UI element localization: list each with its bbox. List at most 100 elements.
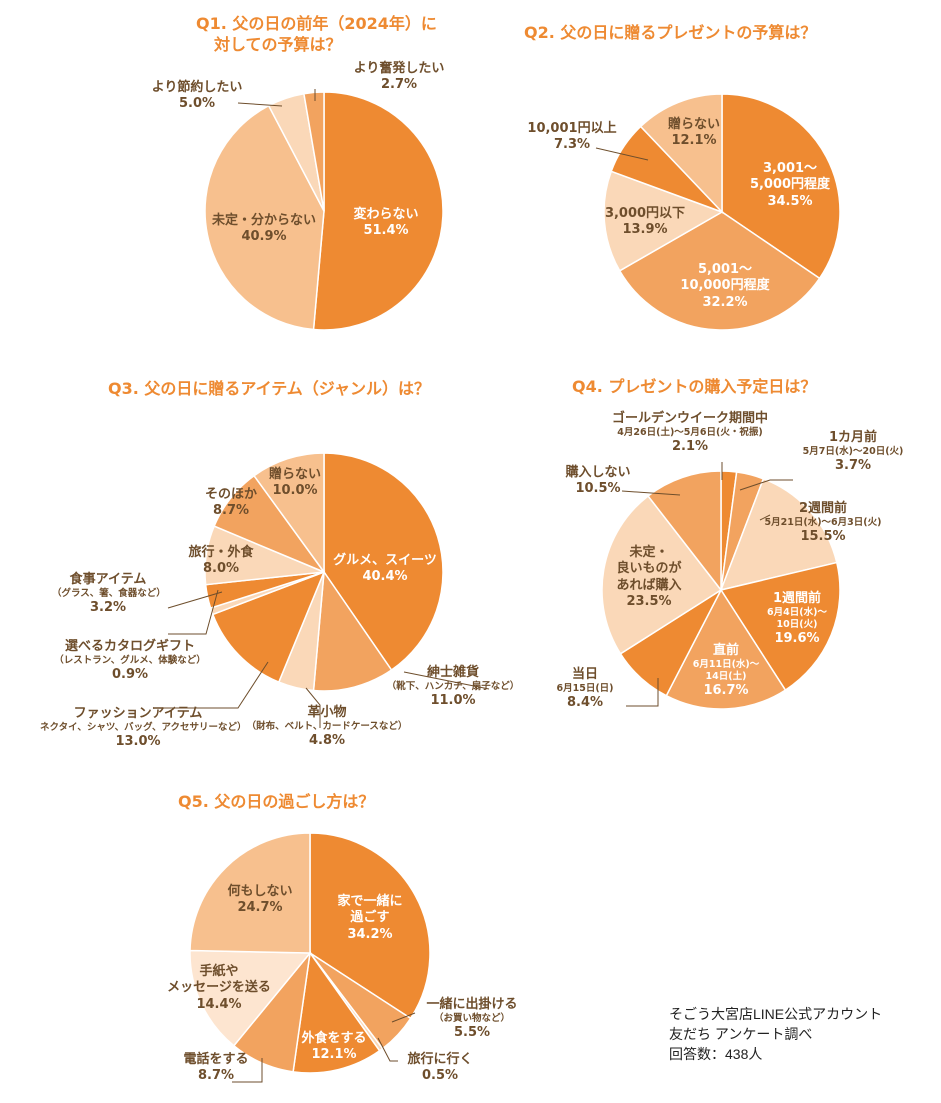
footer-line2: 友だち アンケート調べ (669, 1026, 813, 1042)
q5-slice-label: 何もしない (227, 884, 293, 899)
leader-lines (162, 89, 793, 1083)
q4-label-konyushinai: 購入しない 10.5% (555, 465, 641, 498)
q3-slice-sub: （財布、ベルト、カードケースなど） (246, 721, 408, 733)
q4-slice-value: 23.5% (626, 593, 672, 609)
q5-slice-value: 0.5% (421, 1068, 459, 1084)
survey-source-note: そごう大宮店LINE公式アカウント 友だち アンケート調べ 回答数：438人 (669, 1004, 882, 1064)
q2-slice-label: 5,000円程度 (749, 177, 831, 193)
leader-line-5 (162, 661, 269, 709)
q4-slice-label: ゴールデンウイーク期間中 (611, 411, 768, 426)
q3-slice-value: 8.7% (212, 503, 250, 519)
q3-slice-value: 13.0% (115, 734, 161, 750)
q4-slice-value: 19.6% (774, 631, 820, 646)
q1-slice-value: 2.7% (380, 77, 418, 93)
q3-label-shinshi: 紳士雑貨 （靴下、ハンカチ、扇子など） 11.0% (383, 665, 523, 709)
q5-slice-label: 手紙や (199, 964, 239, 979)
q3-slice-value: 8.0% (202, 561, 240, 577)
q5-slice-5 (189, 949, 312, 1047)
q2-title-line1: 父の日に贈るプレゼントの予算は？ (560, 23, 817, 42)
q1-title-line2: 対しての予算は？ (214, 35, 342, 54)
q2-label-okuranai: 贈らない 12.1% (654, 117, 734, 150)
q4-label-2weeks: 2週間前 5月21日(水)～6月3日(火) 15.5% (752, 501, 894, 545)
footer-line1: そごう大宮店LINE公式アカウント (669, 1006, 883, 1022)
q4-title: Q4. プレゼントの購入予定日は？ (572, 376, 816, 397)
q2-slice-label: 5,001～ (697, 262, 753, 277)
q4-slice-2 (719, 477, 838, 592)
q5-title: Q5. 父の日の過ごし方は？ (178, 791, 374, 812)
q5-label-ryoko: 旅行に行く 0.5% (400, 1052, 480, 1085)
q3-slice-label: 選べるカタログギフト (64, 639, 195, 654)
q4-slice-sub: 14日(土) (705, 671, 747, 683)
q2-slice-label: 3,001～ (762, 161, 818, 176)
q4-label-toujitsu: 当日 6月15日(日) 8.4% (547, 667, 623, 711)
q4-slice-sub: 10日(火) (776, 619, 818, 631)
q4-slice-label: 未定・ (629, 545, 669, 560)
leader-line-0 (237, 102, 283, 107)
q3-slice-label: 革小物 (307, 705, 347, 720)
q3-label-shokuji: 食事アイテム （グラス、箸、食器など） 3.2% (52, 572, 166, 616)
q2-title: Q2. 父の日に贈るプレゼントの予算は？ (524, 22, 816, 43)
q2-label-5001: 5,001～ 10,000円程度 32.2% (663, 262, 787, 311)
q4-slice-label: あれば購入 (616, 577, 682, 593)
q3-slice-8 (253, 452, 325, 575)
q1-slice-label: 変わらない (353, 207, 419, 222)
q2-label-3000: 3,000円以下 13.9% (590, 206, 700, 239)
q2-slice-value: 34.5% (767, 193, 813, 209)
q4-slice-value: 2.1% (671, 439, 709, 455)
q4-slice-label: 1週間前 (772, 591, 822, 606)
q3-slice-value: 10.0% (272, 483, 318, 499)
q4-slice-sub: 6月15日(日) (556, 683, 614, 695)
leader-line-2 (595, 147, 649, 161)
leader-line-12 (626, 678, 659, 707)
q3-slice-value: 0.9% (111, 667, 149, 683)
q3-slice-sub: ネクタイ、シャツ、バッグ、アクセサリーなど） (40, 722, 247, 734)
q1-slice-label: より奮発したい (353, 61, 445, 76)
q5-label-nanimo: 何もしない 24.7% (220, 884, 300, 917)
q2-slice-label: 3,000円以下 (604, 206, 686, 221)
q2-slice-value: 7.3% (553, 137, 591, 153)
q1-pie-chart (204, 91, 444, 331)
q2-slice-4 (639, 93, 723, 214)
q3-label-sonohoka: そのほか 8.7% (198, 487, 264, 520)
q5-slice-label: 旅行に行く (407, 1052, 473, 1067)
q3-title-num: Q3. (108, 379, 139, 398)
leader-line-6 (168, 589, 219, 635)
q5-label-gaishoku: 外食をする 12.1% (294, 1031, 374, 1064)
q4-slice-value: 16.7% (703, 683, 749, 698)
leader-line-9 (739, 479, 793, 491)
q5-slice-label: 外食をする (301, 1031, 367, 1046)
q2-label-10001: 10,001円以上 7.3% (519, 121, 625, 154)
q2-slice-label: 10,000円程度 (680, 278, 770, 294)
q3-slice-1 (312, 569, 393, 692)
q2-slice-value: 12.1% (671, 133, 717, 149)
q2-slice-0 (721, 93, 841, 280)
q1-slice-value: 40.9% (241, 229, 287, 245)
q4-title-num: Q4. (572, 377, 603, 396)
leader-line-13 (391, 1012, 416, 1023)
q5-slice-label: 一緒に出掛ける (426, 997, 518, 1012)
q5-pie-chart (189, 832, 431, 1074)
q3-slice-label: 食事アイテム (69, 572, 147, 587)
q3-slice-label: そのほか (204, 487, 257, 502)
q1-title-line1: 父の日の前年（2024年）に (232, 14, 437, 33)
q5-slice-value: 34.2% (347, 926, 393, 942)
q4-slice-sub: 6月4日(水)～ (767, 607, 827, 619)
q4-slice-sub: 5月7日(水)～20日(火) (802, 446, 904, 458)
q1-slice-3 (303, 91, 325, 212)
q2-slice-2 (603, 170, 724, 272)
q5-slice-value: 24.7% (237, 900, 283, 916)
q4-slice-sub: 4月26日(土)～5月6日(火・祝振) (617, 427, 763, 439)
leader-line-3 (403, 671, 490, 690)
q1-slice-label: より節約したい (151, 80, 243, 95)
q3-title: Q3. 父の日に贈るアイテム（ジャンル）は？ (108, 378, 430, 399)
q3-pie-chart (204, 452, 444, 692)
q5-slice-label: メッセージを送る (167, 980, 271, 996)
q4-label-mitei: 未定・ 良いものが あれば購入 23.5% (606, 545, 692, 610)
q2-pie-chart (603, 93, 841, 331)
q5-slice-label: 電話をする (183, 1052, 249, 1067)
q3-slice-3 (211, 570, 326, 684)
q4-slice-4 (665, 588, 787, 710)
leader-line-14 (377, 1037, 398, 1062)
q3-slice-label: グルメ、スイーツ (333, 553, 437, 568)
